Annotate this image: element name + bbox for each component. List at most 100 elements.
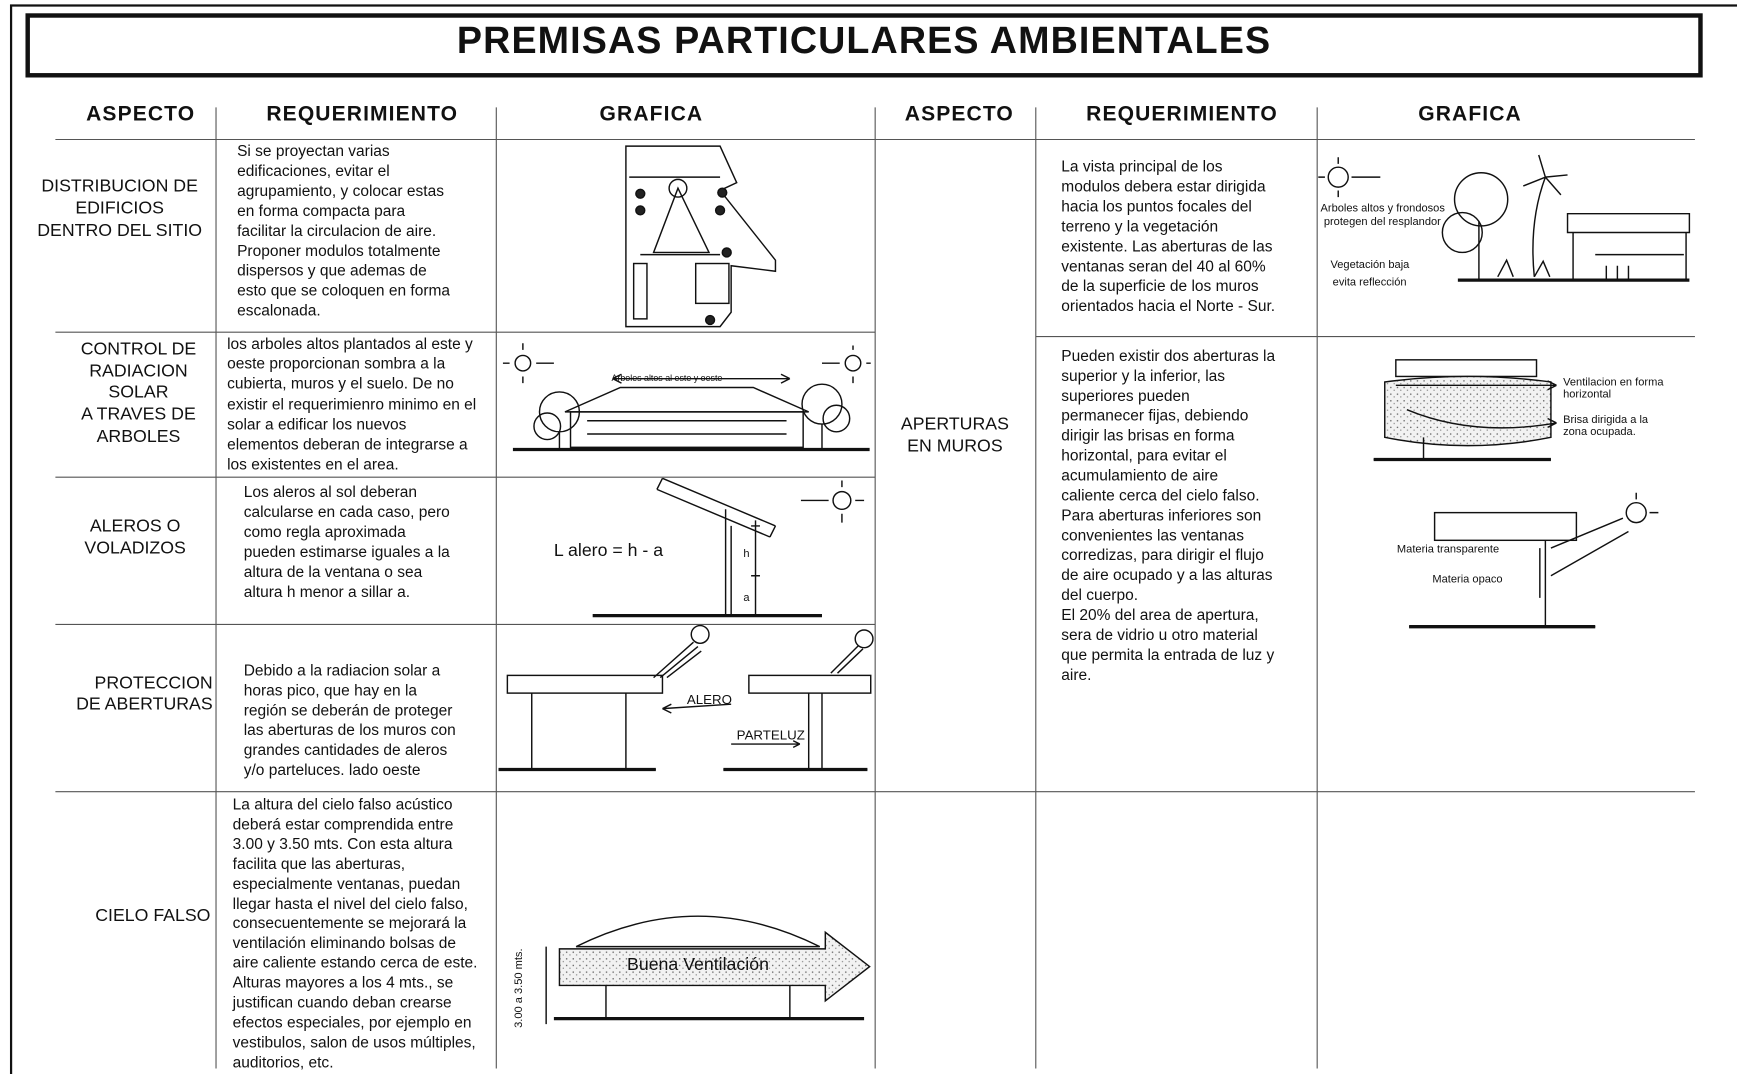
graphic-label: zona ocupada. (1563, 426, 1636, 439)
sketch-path (1318, 157, 1381, 198)
requirement-text: altura de la ventana o sea (243, 562, 423, 581)
aspect-text: DENTRO DEL SITIO (37, 221, 203, 241)
aspect-text: EN MUROS (907, 437, 1003, 457)
title: PREMISAS PARTICULARES AMBIENTALES (456, 19, 1272, 63)
sketch-circle (690, 624, 710, 645)
requirement-text: cubierta, muros y el suelo. De no (227, 374, 454, 393)
requirement-text: en forma compacta para (237, 201, 406, 220)
requirement-text: dirigir las brisas en forma (1061, 426, 1235, 444)
requirement-text: El 20% del area de apertura, (1061, 605, 1259, 624)
requirement-text: Alturas mayores a los 4 mts., se (232, 973, 454, 992)
requirement-text: facilitar la circulacion de aire. (237, 221, 437, 240)
sketch-path (821, 345, 871, 384)
requirement-text: terreno y la vegetación (1061, 217, 1219, 235)
requirement-text: ventanas seran del 40 al 60% (1061, 256, 1266, 275)
aspect-text: DE ABERTURAS (76, 695, 213, 715)
requirement-text: modulos debera estar dirigida (1061, 177, 1266, 195)
aspect-text: RADIACION (89, 361, 188, 381)
requirement-text: los existentes en el area. (227, 455, 399, 473)
sketch-circle (1453, 172, 1509, 227)
column-header: REQUERIMIENTO (266, 102, 459, 127)
sketch-circle (1327, 166, 1349, 188)
aspect-text: APERTURAS (900, 415, 1009, 435)
sketch-circle (717, 187, 728, 198)
graphic-label: Materia transparente (1396, 543, 1500, 556)
sketch-path (1373, 380, 1557, 461)
sketch-circle (822, 404, 851, 433)
sketch-rect (694, 262, 730, 305)
graphic-label: PARTELUZ (736, 727, 805, 743)
requirement-text: existir el requerimienro minimo en el (227, 394, 477, 413)
sketch-path (502, 343, 554, 384)
requirement-text: aire. (1061, 665, 1092, 684)
requirement-text: Proponer modulos totalmente (237, 241, 441, 260)
graphic-label: Materia opaco (1432, 573, 1503, 586)
column-header: ASPECTO (904, 102, 1014, 127)
sketch-circle (635, 188, 646, 199)
requirement-text: horizontal, para evitar el (1061, 446, 1227, 464)
graphic-label: Brisa dirigida a la (1563, 414, 1649, 427)
graphic-label: 3.00 a 3.50 mts. (513, 948, 526, 1028)
requirement-text: Pueden existir dos aberturas la (1061, 346, 1276, 365)
sketch-polygon (558, 930, 871, 1003)
sketch-circle (832, 490, 852, 511)
requirement-text: esto que se coloquen en forma (237, 281, 451, 299)
requirement-text: superiores pueden (1061, 386, 1190, 405)
requirement-text: horas pico, que hay en la (243, 680, 418, 699)
graphic-label: evita reflección (1332, 276, 1407, 289)
aspect-text: ALEROS O (89, 517, 181, 536)
sketch-path (1566, 212, 1691, 281)
sketch-circle (514, 354, 532, 372)
sketch-path (800, 480, 865, 523)
requirement-text: superior y la inferior, las (1061, 366, 1226, 385)
sketch-path (9, 4, 1737, 1074)
sketch-rect (1395, 359, 1538, 378)
requirement-text: agrupamiento, y colocar estas (237, 181, 444, 200)
requirement-text: calcularse en cada caso, pero (243, 502, 450, 521)
graphic-label: Buena Ventilación (627, 955, 769, 975)
sketch-circle (844, 354, 862, 372)
aspect-text: VOLADIZOS (84, 539, 186, 559)
requirement-text: consecuentemente se mejorará la (232, 913, 467, 932)
requirement-text: orientados hacia el Norte - Sur. (1061, 296, 1276, 315)
sketch-rect (632, 262, 648, 320)
requirement-text: ventilación eliminando bolsas de (232, 933, 456, 952)
sketch-circle (801, 383, 843, 425)
requirement-text: La vista principal de los (1061, 157, 1223, 175)
requirement-text: deberá estar comprendida entre (232, 814, 454, 833)
requirement-text: especialmente ventanas, puedan (232, 874, 461, 892)
requirement-text: sera de vidrio u otro material (1061, 625, 1258, 644)
sketch-rect (569, 411, 804, 449)
requirement-text: edificaciones, evitar el (237, 161, 390, 180)
requirement-text: escalonada. (237, 301, 321, 319)
graphic-label: Ventilacion en forma (1563, 376, 1664, 389)
sketch-circle (668, 178, 688, 198)
requirement-text: vestibulos, salon de usos múltiples, (232, 1032, 476, 1051)
requirement-text: existente. Las aberturas de las (1061, 236, 1273, 255)
requirement-text: como regla aproximada (243, 522, 406, 541)
sketch-path (1550, 492, 1659, 577)
aspect-text: PROTECCION (94, 674, 213, 694)
requirement-text: permanecer fijas, debiendo (1061, 406, 1249, 425)
requirement-text: llegar hasta el nivel del cielo falso, (232, 894, 469, 912)
graphic-label: Arboles altos al este y oeste (611, 373, 723, 384)
sketch-circle (533, 412, 562, 441)
requirement-text: Para aberturas inferiores son (1061, 505, 1262, 524)
sketch-path (575, 915, 821, 948)
requirement-text: corredizas, para dirigir el flujo (1061, 545, 1264, 564)
requirement-text: Los aleros al sol deberan (243, 482, 418, 501)
requirement-text: 3.00 y 3.50 mts. Con esta altura (232, 834, 453, 853)
aspect-text: ARBOLES (96, 427, 181, 446)
requirement-text: La altura del cielo falso acústico (232, 794, 453, 813)
sketch-path (1497, 258, 1551, 278)
graphic-label: horizontal (1563, 388, 1612, 401)
graphic-label: Arboles altos y frondosos (1320, 202, 1445, 215)
sketch-circle (1625, 501, 1647, 524)
aspect-text: A TRAVES DE (81, 405, 196, 425)
sketch-rect (1433, 511, 1578, 542)
column-header: REQUERIMIENTO (1086, 102, 1278, 127)
sketch-path (830, 644, 864, 674)
aspect-text: EDIFICIOS (75, 199, 164, 219)
graphic-label: a (743, 592, 750, 605)
